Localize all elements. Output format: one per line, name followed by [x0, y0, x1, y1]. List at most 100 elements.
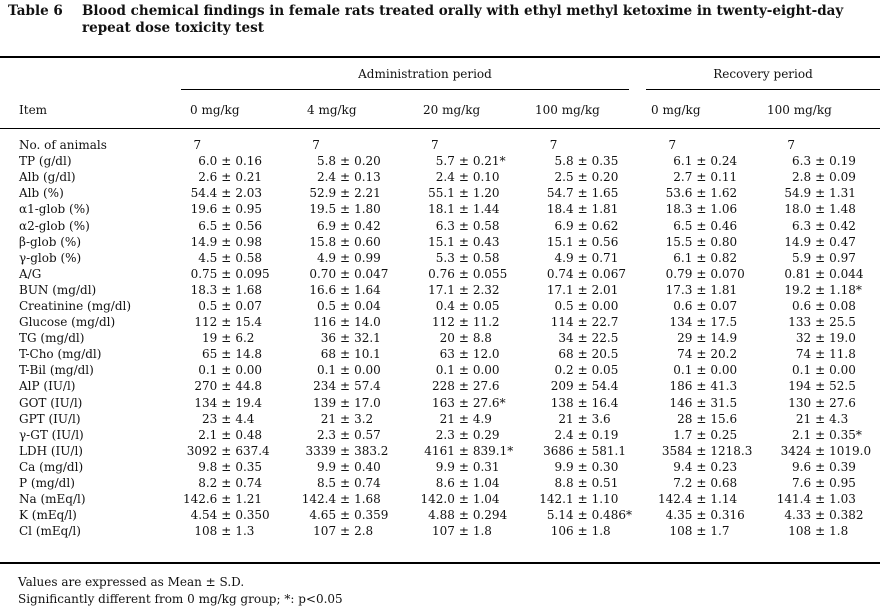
value-cell: 6.3 ±0.42 — [761, 217, 880, 233]
value-cell: 18.1 ±1.44 — [405, 201, 524, 217]
plus-minus-sign: ± — [340, 298, 351, 313]
plus-minus-sign: ± — [577, 234, 588, 249]
plus-minus-sign: ± — [340, 202, 351, 217]
plus-minus-sign: ± — [221, 298, 232, 313]
sd-value: 0.71 — [591, 250, 619, 265]
row-label: GPT (IU/l) — [19, 411, 81, 426]
sd-value: 1.10 — [591, 492, 619, 507]
plus-minus-sign: ± — [458, 347, 469, 362]
sd-value: 839.1* — [472, 443, 514, 458]
row-label: Glucose (mg/dl) — [19, 315, 116, 330]
table-row: No. of animals 7 7 7 7 7 7 — [0, 137, 880, 153]
sd-value: 1.18* — [829, 282, 862, 297]
table-row: GPT (IU/l) 23 ±4.4 21 ±3.2 21 ±4.9 21 ±3.6 28 ±15.… — [0, 411, 880, 427]
plus-minus-sign: ± — [577, 443, 588, 458]
sd-value: 1.03 — [829, 492, 856, 507]
sd-value: 0.486* — [591, 508, 632, 523]
mean-value: 107 — [431, 524, 455, 539]
bottom-rule — [0, 562, 880, 564]
value-cell: 0.5 ±0.00 — [524, 298, 643, 314]
table-row: LDH (IU/l) 3092 ±637.4 3339 ±383.2 4161 ±839.1… — [0, 443, 880, 459]
sd-value: 383.2 — [354, 443, 389, 458]
value-cell: 141.4 ±1.03 — [761, 491, 880, 507]
sd-value: 0.070 — [710, 266, 745, 281]
mean-value: 114 — [550, 315, 574, 330]
plus-minus-sign: ± — [577, 331, 588, 346]
value-cell: 2.3 ±0.57 — [286, 427, 405, 443]
plus-minus-sign: ± — [458, 331, 469, 346]
value-cell: 21 ±4.3 — [761, 411, 880, 427]
value-cell: 163 ±27.6* — [405, 395, 524, 411]
value-cell: 3092 ±637.4 — [167, 443, 286, 459]
mean-value: 6.1 — [673, 250, 693, 265]
mean-value: 108 — [669, 524, 693, 539]
value-cell: 15.8 ±0.60 — [286, 234, 405, 250]
animal-count: 7 — [787, 138, 795, 153]
sd-value: 1.80 — [354, 202, 381, 217]
mean-value: 142.6 — [182, 492, 218, 507]
mean-value: 54.4 — [190, 186, 218, 201]
sd-value: 1.48 — [829, 202, 856, 217]
value-cell: 6.3 ±0.58 — [405, 217, 524, 233]
table-row: β-glob (%) 14.9 ±0.98 15.8 ±0.60 15.1 ±0.43 15.… — [0, 234, 880, 250]
mean-value: 112 — [194, 315, 218, 330]
sd-value: 2.8 — [354, 524, 374, 539]
sd-value: 0.31 — [472, 459, 500, 474]
row-label: Creatinine (mg/dl) — [19, 298, 132, 313]
value-cell: 0.2 ±0.05 — [524, 362, 643, 378]
mean-value: 6.1 — [673, 154, 693, 169]
dose-header: 0 mg/kg — [651, 103, 701, 117]
value-cell: 68 ±20.5 — [524, 346, 643, 362]
mean-value: 186 — [669, 379, 693, 394]
sd-value: 0.21 — [235, 170, 263, 185]
sd-value: 25.5 — [829, 315, 856, 330]
value-cell: 7.6 ±0.95 — [761, 475, 880, 491]
mean-value: 17.1 — [428, 282, 455, 297]
plus-minus-sign: ± — [221, 459, 232, 474]
mean-value: 15.1 — [428, 234, 455, 249]
value-cell: 6.0 ±0.16 — [167, 153, 286, 169]
value-cell: 32 ±19.0 — [761, 330, 880, 346]
sd-value: 1.81 — [591, 202, 619, 217]
plus-minus-sign: ± — [340, 363, 351, 378]
value-cell: 4.33 ±0.382 — [761, 507, 880, 523]
sd-value: 1.21 — [235, 492, 263, 507]
mean-value: 63 — [439, 347, 455, 362]
sd-value: 0.68 — [710, 476, 738, 491]
sd-value: 1.14 — [710, 492, 738, 507]
sd-value: 14.8 — [235, 347, 263, 362]
row-label: α2-glob (%) — [19, 218, 90, 233]
plus-minus-sign: ± — [221, 427, 232, 442]
value-cell: 3584 ±1218.3 — [642, 443, 761, 459]
sd-value: 1.68 — [235, 282, 263, 297]
table-row: α2-glob (%) 6.5 ±0.56 6.9 ±0.42 6.3 ±0.58 6.9 ±0… — [0, 217, 880, 233]
plus-minus-sign: ± — [221, 218, 232, 233]
mean-value: 2.1 — [792, 427, 812, 442]
sd-value: 0.97 — [829, 250, 856, 265]
mean-value: 2.4 — [316, 170, 337, 185]
mean-value: 107 — [313, 524, 337, 539]
value-cell: 4161 ±839.1* — [405, 443, 524, 459]
mean-value: 163 — [431, 395, 455, 410]
mean-value: 2.7 — [673, 170, 693, 185]
mean-value: 17.1 — [546, 282, 574, 297]
mean-value: 7.2 — [673, 476, 693, 491]
sd-value: 0.21* — [472, 154, 506, 169]
value-cell: 2.4 ±0.13 — [286, 169, 405, 185]
sd-value: 0.07 — [710, 298, 738, 313]
plus-minus-sign: ± — [577, 154, 588, 169]
plus-minus-sign: ± — [696, 331, 707, 346]
plus-minus-sign: ± — [577, 315, 588, 330]
mean-value: 142.1 — [539, 492, 574, 507]
dose-header: 20 mg/kg — [423, 103, 481, 117]
mean-value: 53.6 — [665, 186, 693, 201]
row-label: K (mEq/l) — [19, 508, 77, 523]
mean-value: 16.6 — [309, 282, 337, 297]
sd-value: 0.62 — [591, 218, 619, 233]
sd-value: 0.055 — [472, 266, 508, 281]
mean-value: 19.5 — [309, 202, 337, 217]
sd-value: 637.4 — [235, 443, 270, 458]
value-cell: 65 ±14.8 — [167, 346, 286, 362]
value-cell: 14.9 ±0.47 — [761, 234, 880, 250]
value-cell: 4.5 ±0.58 — [167, 250, 286, 266]
